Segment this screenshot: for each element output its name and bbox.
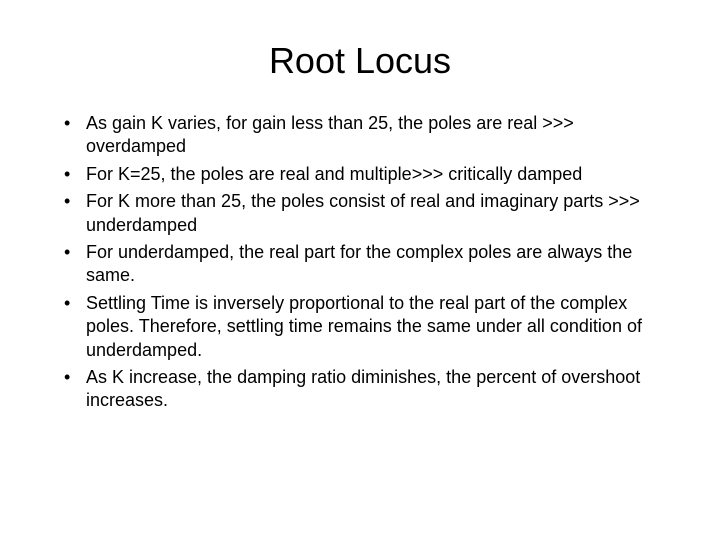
slide-title: Root Locus: [40, 30, 680, 82]
bullet-list: As gain K varies, for gain less than 25,…: [40, 112, 680, 413]
bullet-item: As gain K varies, for gain less than 25,…: [60, 112, 670, 159]
bullet-item: For K=25, the poles are real and multipl…: [60, 163, 670, 186]
bullet-item: For underdamped, the real part for the c…: [60, 241, 670, 288]
bullet-item: Settling Time is inversely proportional …: [60, 292, 670, 362]
slide-container: Root Locus As gain K varies, for gain le…: [0, 0, 720, 540]
bullet-item: For K more than 25, the poles consist of…: [60, 190, 670, 237]
bullet-item: As K increase, the damping ratio diminis…: [60, 366, 670, 413]
